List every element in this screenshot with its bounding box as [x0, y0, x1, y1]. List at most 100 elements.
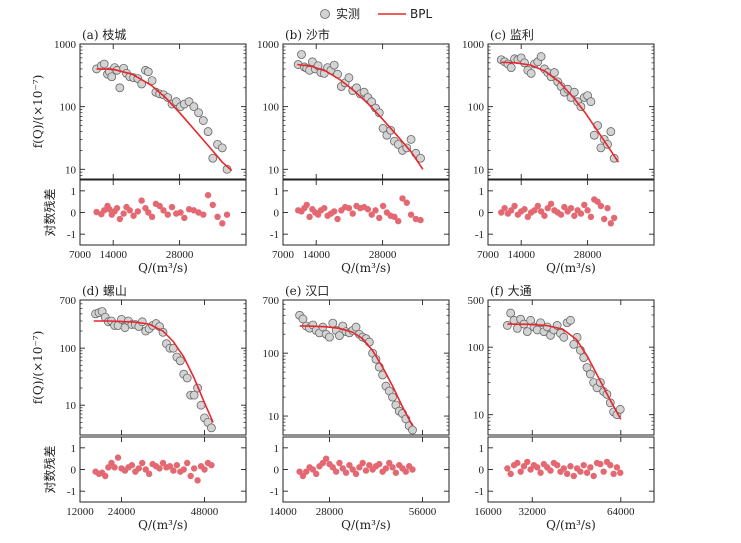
residual-point	[498, 209, 505, 216]
x-tick-label: 14000	[99, 249, 127, 261]
x-tick-label: 7000	[272, 249, 295, 261]
residual-point	[376, 214, 383, 222]
resid-y-tick-label: 0	[71, 465, 77, 477]
residual-point	[417, 216, 424, 224]
x-axis-label: Q/(m³/s)	[341, 261, 391, 275]
observed-point	[559, 332, 569, 342]
observed-point	[298, 314, 308, 324]
y-tick-label: 100	[60, 343, 77, 355]
residual-point	[597, 202, 605, 210]
residual-points	[498, 196, 618, 227]
residual-point	[389, 464, 396, 471]
residual-point	[223, 211, 231, 218]
residual-point	[537, 208, 545, 215]
residual-point	[583, 469, 591, 476]
x-axis-label: Q/(m³/s)	[138, 261, 188, 275]
resid-y-tick-label: 1	[274, 186, 280, 198]
residual-point	[534, 464, 541, 471]
observed-point	[189, 102, 199, 112]
residual-point	[160, 207, 167, 214]
observed-point	[115, 83, 125, 93]
residual-point	[577, 210, 585, 217]
observed-point	[208, 153, 218, 163]
residual-point	[296, 468, 303, 475]
residual-point	[120, 210, 127, 217]
residual-point	[524, 213, 532, 221]
y-tick-label: 10	[65, 400, 77, 412]
x-tick-label: 16000	[474, 506, 502, 518]
residual-point	[142, 466, 149, 473]
resid-y-tick-label: 0	[479, 465, 485, 477]
residual-point	[600, 468, 607, 475]
residual-point	[382, 465, 390, 472]
x-tick-label: 28000	[166, 249, 194, 261]
residual-point	[187, 472, 194, 480]
residual-point	[511, 202, 518, 210]
residual-point	[594, 198, 601, 205]
observed-point	[386, 125, 396, 135]
residual-points	[92, 454, 215, 484]
residual-axes-frame	[282, 179, 450, 246]
y-tick-label: 100	[468, 102, 485, 114]
y-tick-label: 10	[268, 411, 280, 423]
residual-point	[386, 459, 393, 467]
residual-point	[557, 211, 565, 218]
y-tick-label: 100	[60, 102, 77, 114]
residual-point	[607, 461, 614, 469]
y-tick-label: 700	[60, 295, 77, 307]
observed-point	[367, 97, 377, 107]
residual-point	[111, 464, 118, 471]
residual-point	[352, 470, 360, 478]
residual-points	[504, 458, 624, 480]
bpl-fit-line	[93, 320, 214, 423]
residual-point	[501, 204, 508, 212]
observed-point	[99, 59, 109, 69]
y-tick-label: 10	[65, 164, 77, 176]
residual-point	[571, 212, 578, 219]
y-tick-label: 700	[263, 295, 280, 307]
residual-point	[607, 220, 615, 227]
residual-point	[303, 468, 310, 475]
residual-point	[537, 469, 544, 476]
x-tick-label: 28000	[316, 506, 344, 518]
residual-point	[164, 211, 171, 218]
residual-point	[159, 459, 167, 467]
residual-point	[166, 463, 174, 470]
resid-y-tick-label: 0	[479, 208, 485, 220]
residual-point	[402, 468, 410, 475]
residual-point	[113, 204, 121, 212]
panel-title: (f) 大通	[490, 284, 532, 298]
residual-point	[349, 466, 356, 473]
residual-point	[201, 466, 208, 473]
residual-point	[219, 220, 226, 227]
residual-point	[356, 464, 363, 471]
residual-point	[168, 203, 176, 211]
residual-points	[296, 455, 416, 480]
resid-y-tick-label: -1	[270, 229, 279, 241]
residual-point	[184, 459, 191, 467]
observed-point	[388, 392, 397, 402]
observed-point	[297, 50, 306, 59]
residual-point	[531, 207, 538, 214]
residual-point	[517, 468, 524, 475]
bpl-fit-line	[507, 323, 622, 420]
observed-point	[344, 73, 354, 83]
observed-point	[182, 373, 192, 383]
x-axis-label: Q/(m³/s)	[138, 518, 188, 532]
legend-observed-marker	[320, 9, 330, 19]
residual-point	[407, 211, 415, 218]
residual-point	[190, 465, 198, 472]
residual-point	[567, 204, 575, 212]
y-tick-label: 100	[263, 348, 280, 360]
residual-point	[521, 206, 528, 213]
x-tick-label: 14000	[269, 506, 297, 518]
residual-point	[560, 465, 568, 472]
observed-point	[107, 72, 117, 82]
observed-point	[217, 143, 227, 153]
residual-point	[610, 214, 618, 222]
resid-y-tick-label: -1	[475, 486, 484, 498]
x-tick-label: 7000	[69, 249, 92, 261]
legend-fit-label: BPL	[410, 7, 432, 21]
